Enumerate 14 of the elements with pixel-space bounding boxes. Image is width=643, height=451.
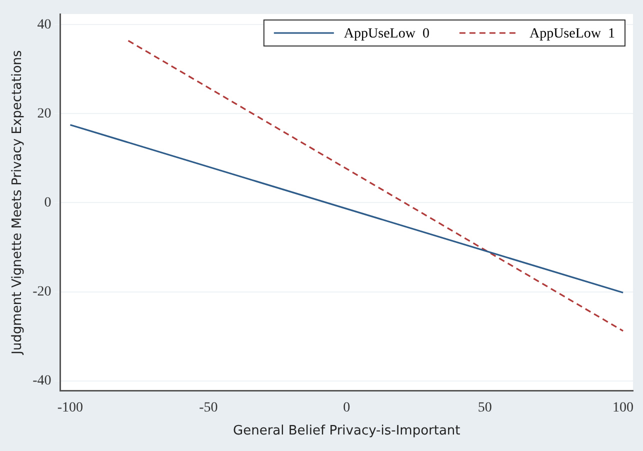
x-tick-label: 100 xyxy=(612,400,634,416)
y-tick-label: 40 xyxy=(37,17,52,32)
legend-label: AppUseLow 1 xyxy=(529,26,615,42)
y-axis-title: Judgment Vignette Meets Privacy Expectations xyxy=(10,50,26,356)
y-tick-label: -20 xyxy=(32,284,52,300)
x-tick-label: -100 xyxy=(57,400,84,416)
y-tick-label: 20 xyxy=(37,106,52,122)
x-tick-label: 50 xyxy=(478,400,492,416)
x-axis-title: General Belief Privacy-is-Important xyxy=(233,424,460,439)
x-tick-label: -50 xyxy=(199,400,218,416)
y-tick-label: 0 xyxy=(44,195,52,210)
legend-label: AppUseLow 0 xyxy=(344,26,430,42)
x-tick-label: 0 xyxy=(343,400,350,416)
y-tick-label: -40 xyxy=(32,373,52,388)
